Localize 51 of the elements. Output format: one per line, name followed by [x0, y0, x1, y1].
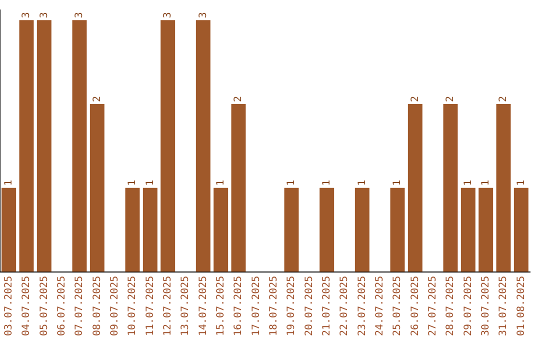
x-tick-label: 21.07.2025 — [321, 276, 332, 336]
data-label: 1 — [480, 180, 492, 186]
x-tick-label: 17.07.2025 — [250, 276, 262, 336]
x-tick-label: 06.07.2025 — [56, 276, 68, 336]
x-tick-label: 31.07.2025 — [498, 276, 510, 336]
x-tick-label: 10.07.2025 — [127, 276, 138, 336]
x-tick-label: 16.07.2025 — [233, 276, 244, 336]
data-label: 2 — [498, 96, 510, 102]
x-tick-label: 22.07.2025 — [339, 276, 350, 336]
x-tick-label: 05.07.2025 — [38, 276, 50, 336]
data-label: 2 — [410, 96, 421, 102]
x-tick-label: 13.07.2025 — [180, 276, 192, 336]
x-tick-label: 12.07.2025 — [162, 276, 174, 336]
data-label: 2 — [233, 96, 244, 102]
x-tick-label: 29.07.2025 — [462, 276, 474, 336]
data-label: 1 — [392, 180, 404, 186]
data-label: 1 — [215, 180, 226, 186]
x-tick-label: 28.07.2025 — [445, 276, 456, 336]
x-tick-label: 19.07.2025 — [286, 276, 298, 336]
x-tick-label: 20.07.2025 — [304, 276, 315, 336]
data-label: 1 — [516, 180, 527, 186]
data-label: 1 — [356, 180, 368, 186]
data-label: 3 — [162, 12, 174, 18]
x-tick-label: 30.07.2025 — [480, 276, 492, 336]
x-tick-label: 03.07.2025 — [3, 276, 14, 336]
data-label: 3 — [198, 12, 209, 18]
data-label: 1 — [144, 180, 156, 186]
x-tick-label: 27.07.2025 — [427, 276, 438, 336]
x-tick-label: 15.07.2025 — [215, 276, 226, 336]
x-tick-label: 04.07.2025 — [21, 276, 32, 336]
data-label: 3 — [21, 12, 32, 18]
data-label: 1 — [462, 180, 474, 186]
x-tick-label: 11.07.2025 — [144, 276, 156, 336]
data-label: 1 — [321, 180, 332, 186]
x-tick-label: 23.07.2025 — [356, 276, 368, 336]
data-label: 3 — [74, 12, 86, 18]
x-tick-label: 09.07.2025 — [109, 276, 120, 336]
data-label: 1 — [127, 180, 138, 186]
data-label: 2 — [445, 96, 456, 102]
x-tick-label: 24.07.2025 — [374, 276, 386, 336]
x-tick-label: 14.07.2025 — [198, 276, 209, 336]
data-label: 1 — [3, 180, 14, 186]
data-label: 1 — [286, 180, 298, 186]
data-label: 2 — [92, 96, 103, 102]
x-tick-label: 01.08.2025 — [516, 276, 527, 336]
x-tick-label: 08.07.2025 — [92, 276, 103, 336]
x-tick-label: 26.07.2025 — [410, 276, 421, 336]
x-tick-label: 18.07.2025 — [268, 276, 280, 336]
x-tick-label: 25.07.2025 — [392, 276, 404, 336]
x-tick-label: 07.07.2025 — [74, 276, 86, 336]
data-label: 3 — [38, 12, 50, 18]
